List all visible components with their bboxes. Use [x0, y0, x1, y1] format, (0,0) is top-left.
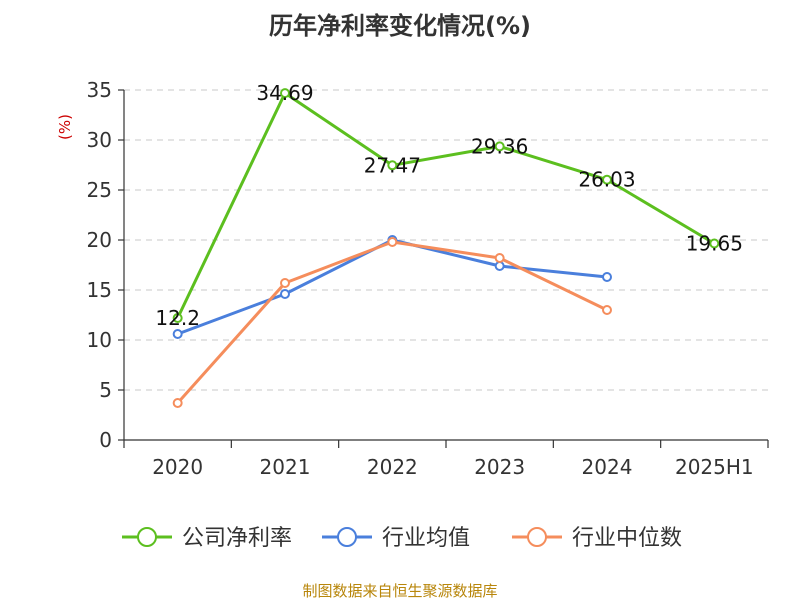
data-point: [494, 253, 505, 263]
data-point: [709, 238, 720, 249]
data-point: [387, 237, 398, 247]
y-tick-label: 5: [99, 378, 112, 402]
series-lines: [172, 88, 720, 408]
chart-title: 历年净利率变化情况(%): [269, 12, 531, 40]
data-label: 34.69: [256, 81, 313, 105]
x-tick-label: 2023: [474, 455, 525, 479]
x-tick-label: 2020: [152, 455, 203, 479]
legend-marker: [137, 527, 157, 547]
data-label: 12.2: [155, 306, 200, 330]
data-labels: 12.2 34.69 27.47 29.36 26.03 19.65: [155, 81, 743, 330]
data-point: [494, 261, 505, 271]
data-label: 19.65: [686, 232, 743, 256]
gridlines: [124, 89, 768, 391]
y-axis-unit-label: (%): [56, 114, 74, 140]
legend: 公司净利率 行业均值 行业中位数: [122, 526, 682, 551]
series-line-2: [176, 240, 608, 405]
legend-label: 行业中位数: [572, 526, 682, 551]
legend-label: 行业均值: [382, 526, 470, 551]
y-tick-label: 30: [87, 128, 112, 152]
data-point: [602, 305, 612, 315]
y-tick-label: 35: [87, 78, 112, 102]
data-point: [494, 141, 505, 152]
y-tick-label: 15: [87, 278, 112, 302]
data-point: [280, 289, 290, 299]
data-point: [172, 313, 183, 323]
y-tick-label: 20: [87, 228, 112, 252]
data-source-note: 制图数据来自恒生聚源数据库: [302, 582, 497, 600]
y-tick-label: 0: [99, 428, 112, 452]
legend-label: 公司净利率: [182, 526, 292, 551]
data-point: [172, 329, 183, 339]
data-point: [602, 174, 612, 185]
legend-marker: [527, 527, 547, 547]
y-tick-label: 10: [87, 328, 112, 352]
series-line-0: [176, 91, 716, 319]
y-tick-label: 25: [87, 178, 112, 202]
legend-marker: [337, 527, 357, 547]
data-point: [602, 272, 612, 282]
data-point: [280, 88, 290, 99]
data-point: [280, 278, 290, 288]
data-label: 26.03: [578, 168, 635, 192]
series-line-1: [177, 238, 608, 336]
data-point: [172, 398, 183, 408]
data-label: 27.47: [364, 153, 421, 177]
data-point: [387, 160, 398, 171]
x-tick-label: 2024: [582, 455, 633, 479]
x-tick-label: 2022: [367, 455, 418, 479]
data-label: 29.36: [471, 134, 528, 158]
x-tick-label: 2021: [260, 455, 311, 479]
x-tick-label: 2025H1: [675, 455, 754, 479]
axes: 0 5 10 15 20 25 30 35 2020 2021 2022 2023 2024 2025H1: [87, 78, 769, 479]
